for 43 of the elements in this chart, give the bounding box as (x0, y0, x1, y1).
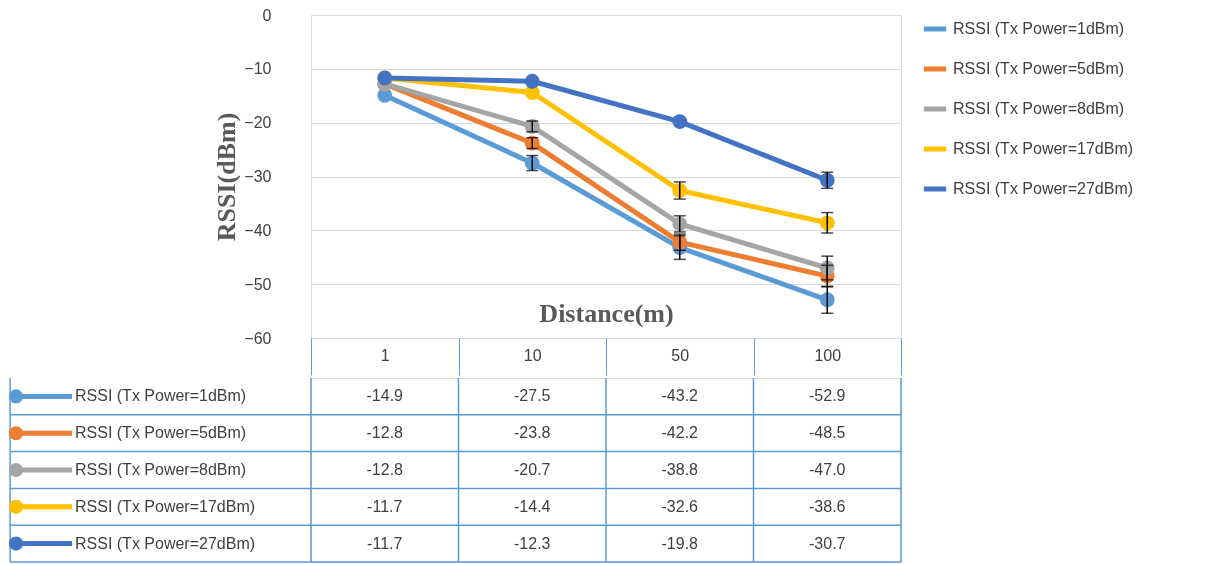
data-label: -12.8 (366, 424, 404, 442)
data-label: -20.7 (514, 461, 551, 478)
x-tick-label: 100 (814, 346, 842, 364)
data-label: -43.2 (661, 387, 699, 405)
x-tick-label: 10 (523, 346, 542, 364)
y-tick-label: −20 (244, 114, 272, 132)
y-tick-label: −10 (244, 60, 272, 78)
data-label: -30.7 (809, 534, 846, 552)
data-label: -19.8 (661, 534, 699, 552)
data-label: -12.8 (366, 461, 404, 478)
data-label: -12.3 (514, 534, 551, 552)
data-label: -48.5 (809, 424, 846, 442)
text: RSSI (Tx Power=1dBm) (75, 387, 247, 405)
legend-label: RSSI (Tx Power=8dBm) (953, 100, 1125, 117)
data-label: -52.9 (809, 387, 846, 405)
data-label: -14.4 (514, 497, 551, 515)
x-axis-title: Distance(m) (539, 298, 674, 328)
legend-label: RSSI (Tx Power=17dBm) (953, 140, 1134, 157)
y-tick-label: −50 (244, 275, 272, 293)
y-tick-label: −60 (244, 329, 272, 347)
text: RSSI (Tx Power=8dBm) (75, 461, 247, 478)
legend-label: RSSI (Tx Power=27dBm) (953, 180, 1134, 197)
legend-label: RSSI (Tx Power=5dBm) (953, 60, 1125, 77)
data-label: -32.6 (661, 497, 699, 515)
data-label: -38.6 (809, 497, 846, 515)
text: RSSI (Tx Power=17dBm) (75, 497, 256, 515)
data-label: -14.9 (366, 387, 404, 405)
y-tick-label: 0 (262, 6, 272, 24)
data-label: -38.8 (661, 461, 699, 478)
data-label: -11.7 (367, 497, 403, 515)
data-label: -47.0 (809, 461, 846, 478)
legend-label: RSSI (Tx Power=1dBm) (953, 20, 1125, 37)
y-tick-label: −40 (244, 221, 272, 239)
text: RSSI (Tx Power=5dBm) (75, 424, 247, 442)
data-label: -27.5 (514, 387, 551, 405)
y-tick-label: −30 (244, 168, 272, 185)
x-tick-label: 50 (671, 346, 690, 364)
data-label: -11.7 (367, 534, 403, 552)
data-label: -23.8 (514, 424, 551, 442)
text: RSSI (Tx Power=27dBm) (75, 534, 256, 552)
data-label: -42.2 (661, 424, 699, 442)
y-axis-title: RSSI(dBm) (212, 112, 242, 242)
x-tick-label: 1 (380, 346, 390, 364)
